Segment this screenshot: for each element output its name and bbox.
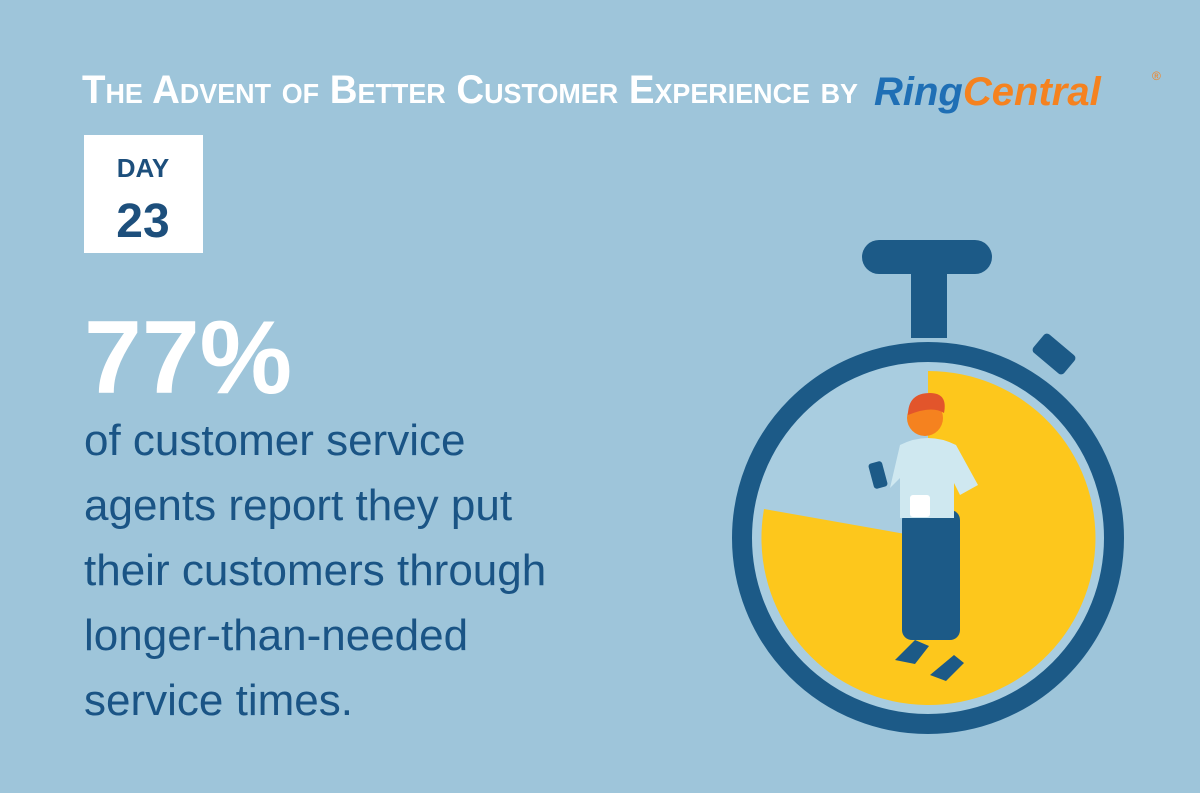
stat-line: agents report they put — [84, 481, 512, 530]
brand-second: Central — [963, 70, 1102, 114]
crown — [862, 240, 992, 274]
legs — [902, 510, 960, 640]
stat-line: their customers through — [84, 546, 546, 595]
stat-line: of customer service — [84, 416, 465, 465]
side-button — [1032, 333, 1076, 375]
title: The Advent of Better Customer Experience… — [82, 68, 858, 112]
day-number: 23 — [116, 195, 169, 248]
shoes — [895, 640, 964, 681]
day-badge — [84, 135, 203, 253]
stat-value: 77% — [84, 300, 292, 416]
day-label: DAY — [117, 153, 170, 183]
stat-line: longer-than-needed — [84, 611, 468, 660]
stem — [911, 268, 947, 338]
stat-line: service times. — [84, 676, 353, 725]
mug — [910, 495, 930, 517]
stat-description: of customer service agents report they pu… — [84, 416, 546, 725]
hair — [908, 393, 945, 415]
phone — [868, 461, 888, 489]
brand-mark: ® — [1152, 69, 1161, 83]
brand-first: Ring — [874, 70, 963, 114]
brand: RingCentral — [874, 70, 1102, 114]
person — [868, 393, 978, 681]
